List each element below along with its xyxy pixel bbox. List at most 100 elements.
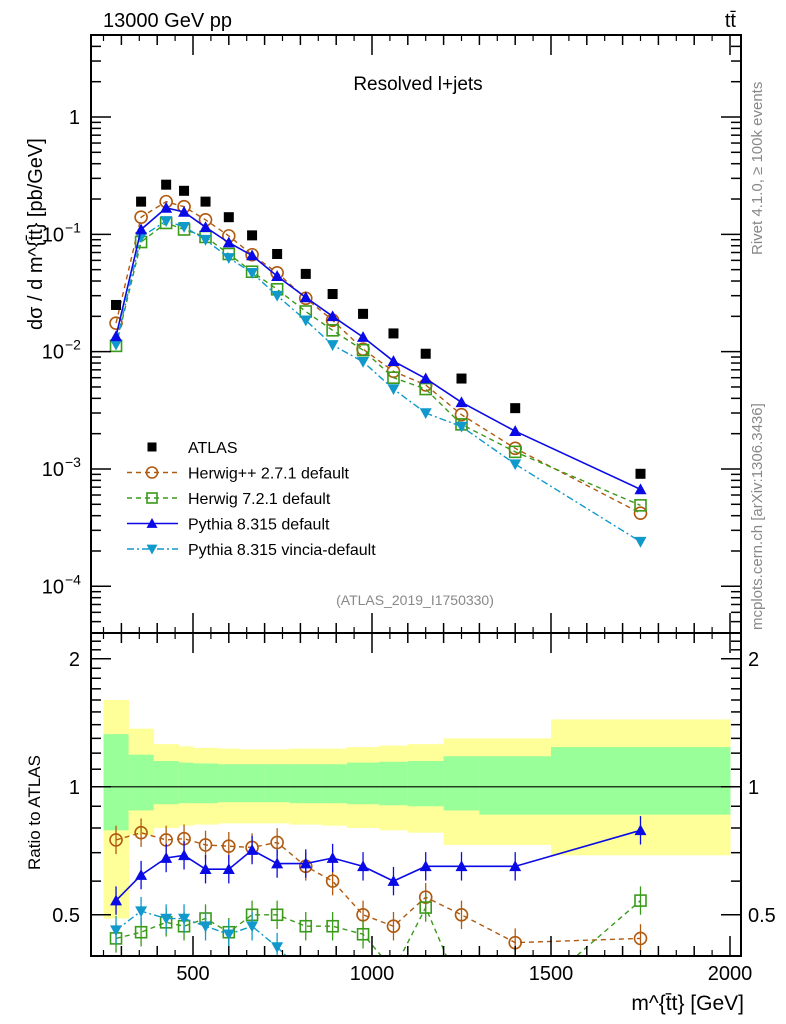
data-point <box>634 499 647 512</box>
data-point <box>270 908 284 922</box>
data-point <box>109 316 123 330</box>
data-point <box>326 919 339 933</box>
legend-item: Pythia 8.315 vincia-default <box>127 542 376 559</box>
legend-item: Herwig 7.2.1 default <box>127 491 331 508</box>
uncertainty-band-inner <box>321 764 348 804</box>
data-point <box>300 971 312 982</box>
ratio-y-tick-label-right: 1 <box>748 777 759 799</box>
data-point <box>326 310 339 322</box>
data-point <box>134 925 148 939</box>
x-tick-label: 2000 <box>708 963 753 985</box>
data-point <box>454 407 469 422</box>
data-point <box>245 247 259 262</box>
energy-label: 13000 GeV pp <box>103 10 232 32</box>
data-point <box>454 907 469 922</box>
x-axis-label: m^{t̄t} [GeV] <box>631 992 744 1015</box>
series-line <box>115 200 641 514</box>
ratio-y-tick-label: 1 <box>69 777 80 799</box>
process-label: tt̄ <box>725 10 737 32</box>
legend-item: Pythia 8.315 default <box>127 517 330 534</box>
data-point <box>325 874 340 888</box>
data-point <box>272 248 283 259</box>
series-line <box>115 900 641 956</box>
y-tick-label: 10 <box>42 342 64 364</box>
data-point <box>419 901 433 914</box>
uncertainty-band-inner <box>239 764 266 803</box>
data-point <box>178 849 191 861</box>
data-point <box>510 1004 521 1015</box>
legend-marker <box>145 466 159 479</box>
data-point <box>358 308 369 319</box>
series-line <box>115 910 288 956</box>
uncertainty-band-inner <box>407 760 445 807</box>
legend-marker <box>146 492 158 504</box>
data-point <box>111 299 122 310</box>
y-tick-exponent: −2 <box>65 337 81 353</box>
data-point <box>246 921 259 933</box>
data-point <box>134 825 148 840</box>
uncertainty-band-inner <box>264 764 291 803</box>
y-tick-exponent: −1 <box>65 219 81 235</box>
data-point <box>160 852 173 863</box>
main-title: Resolved l+jets <box>353 74 482 95</box>
data-point <box>455 396 468 408</box>
ratio-plot-panel: 2 2 1 1 0.5 0.5 500 1000 1500 2000 Ratio to ATLAS… <box>25 632 776 1015</box>
uncertainty-band-inner <box>103 734 130 831</box>
data-point <box>326 340 339 351</box>
series-pythia-8-315-default <box>110 201 647 495</box>
data-point <box>179 185 190 196</box>
data-point <box>135 223 148 235</box>
data-point <box>508 445 522 459</box>
x-tick-label: 500 <box>176 963 209 985</box>
data-point <box>326 324 339 337</box>
data-point <box>247 230 258 241</box>
uncertainty-band-inner <box>153 760 180 805</box>
data-point <box>199 863 212 875</box>
data-point <box>387 371 400 384</box>
uncertainty-band-inner <box>379 761 409 806</box>
data-point <box>634 483 647 495</box>
data-point <box>388 328 399 339</box>
data-point <box>110 339 123 351</box>
main-y-axis-label: dσ / d m^{t̄t} [pb/GeV] <box>25 138 47 330</box>
legend-marker <box>146 544 158 555</box>
data-point <box>246 268 259 279</box>
data-point <box>178 913 191 925</box>
ratio-y-axis-label: Ratio to ATLAS <box>25 755 44 870</box>
data-point <box>200 196 211 207</box>
legend-label: Pythia 8.315 default <box>188 517 330 534</box>
ratio-y-tick-label-right: 2 <box>748 649 759 671</box>
data-point <box>357 331 370 342</box>
series-atlas <box>111 179 646 479</box>
uncertainty-band-inner <box>178 762 194 804</box>
ratio-series-pythia-8-315-vincia-default <box>110 896 312 982</box>
data-point <box>634 824 647 836</box>
analysis-id-label: (ATLAS_2019_I1750330) <box>336 592 494 608</box>
data-point <box>419 860 432 872</box>
data-point <box>271 270 284 281</box>
data-point <box>246 844 259 855</box>
data-point <box>387 355 400 366</box>
data-point <box>419 372 432 384</box>
data-point <box>246 249 259 261</box>
ratio-y-tick-label-right: 0.5 <box>748 905 776 927</box>
data-point <box>419 382 433 396</box>
data-point <box>635 468 646 479</box>
data-point <box>110 330 123 342</box>
data-point <box>386 919 401 934</box>
data-point <box>161 179 172 190</box>
data-point <box>299 315 312 327</box>
uncertainty-band-inner <box>346 762 380 805</box>
data-point <box>456 986 467 997</box>
data-point <box>420 348 431 359</box>
legend-item: Herwig++ 2.7.1 default <box>127 466 350 483</box>
data-point <box>356 927 370 941</box>
uncertainty-band-inner <box>479 756 552 815</box>
data-point <box>419 408 432 420</box>
data-point <box>299 291 312 303</box>
data-point <box>510 403 521 414</box>
data-point <box>222 863 235 875</box>
y-tick-label: 10 <box>42 224 64 246</box>
legend-marker <box>147 442 157 452</box>
data-point <box>222 929 235 941</box>
